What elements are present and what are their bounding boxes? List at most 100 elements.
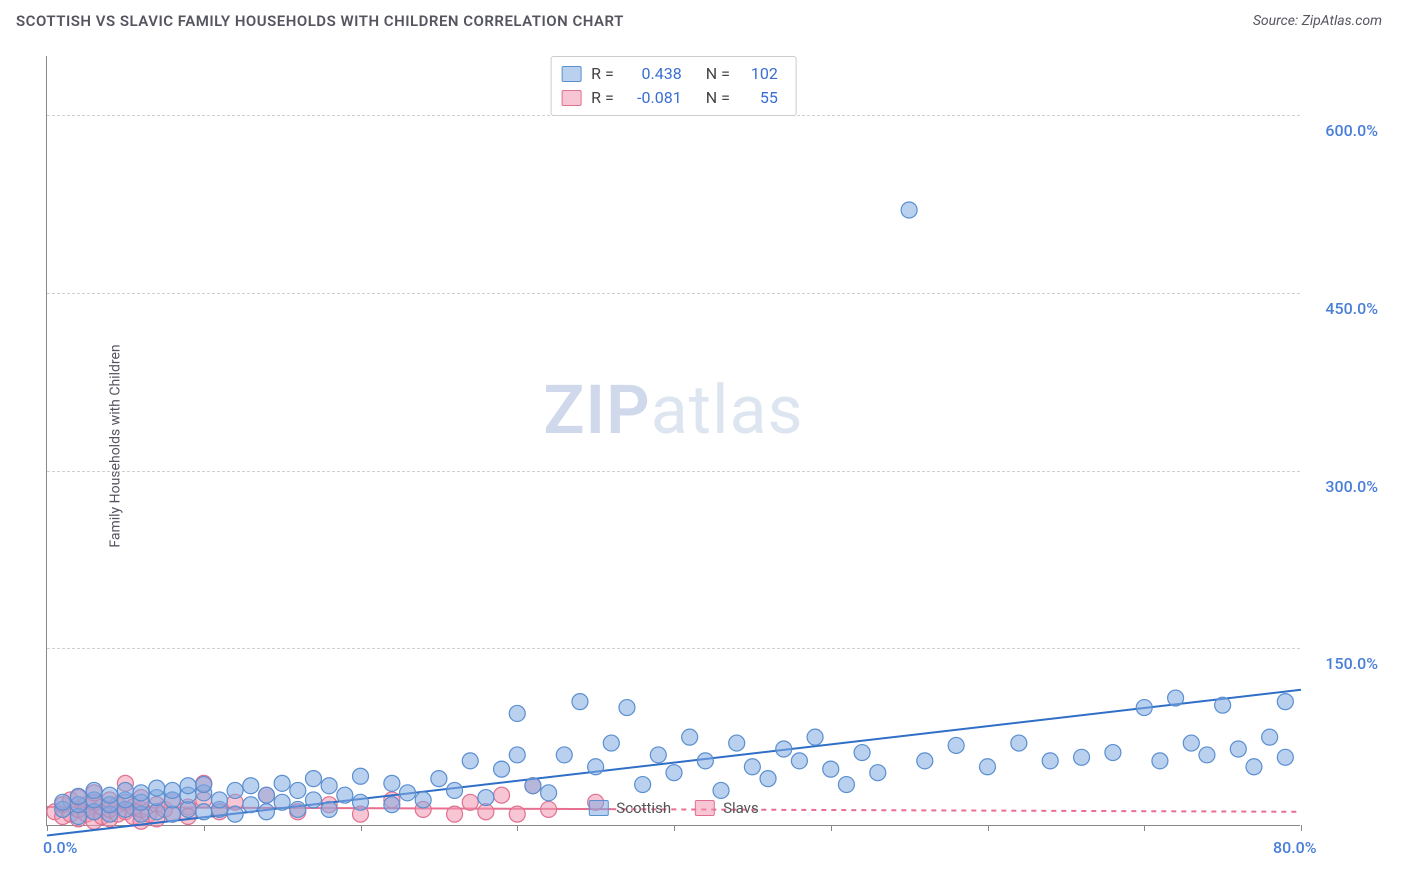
scottish-point: [102, 787, 118, 803]
scottish-point: [619, 700, 635, 716]
scottish-point: [337, 787, 353, 803]
x-tick-label: 80.0%: [1273, 838, 1317, 857]
scottish-point: [525, 778, 541, 794]
series-legend-item: Scottish: [588, 799, 671, 817]
series-legend-label: Slavs: [723, 799, 759, 817]
scottish-point: [353, 794, 369, 810]
y-tick-label: 450.0%: [1325, 299, 1378, 318]
legend-r-label: R =: [591, 86, 614, 110]
scottish-point: [854, 745, 870, 761]
scottish-point: [117, 782, 133, 798]
scottish-point: [258, 804, 274, 820]
scottish-point: [1262, 729, 1278, 745]
scottish-point: [305, 771, 321, 787]
legend-swatch: [561, 90, 581, 106]
scottish-point: [133, 785, 149, 801]
scottish-point: [776, 741, 792, 757]
scottish-point: [431, 771, 447, 787]
series-legend-item: Slavs: [695, 799, 759, 817]
slavs-point: [509, 806, 525, 822]
scottish-point: [321, 778, 337, 794]
scottish-point: [274, 794, 290, 810]
scottish-point: [243, 778, 259, 794]
chart-title: SCOTTISH VS SLAVIC FAMILY HOUSEHOLDS WIT…: [16, 12, 624, 30]
scottish-point: [447, 782, 463, 798]
series-legend-label: Scottish: [616, 799, 671, 817]
scottish-point: [384, 797, 400, 813]
x-tick: [831, 825, 832, 831]
scottish-point: [211, 792, 227, 808]
scottish-point: [760, 771, 776, 787]
legend-swatch: [561, 66, 581, 82]
scottish-point: [149, 804, 165, 820]
legend-n-label: N =: [706, 86, 730, 110]
x-tick: [988, 825, 989, 831]
scottish-point: [164, 782, 180, 798]
scottish-point: [274, 775, 290, 791]
scottish-point: [1074, 749, 1090, 765]
scottish-point: [55, 794, 71, 810]
x-tick: [517, 825, 518, 831]
scottish-point: [1011, 735, 1027, 751]
legend-row: R =0.438N =102: [561, 62, 782, 86]
scottish-point: [1199, 747, 1215, 763]
scottish-point: [86, 782, 102, 798]
scatter-svg: [47, 56, 1300, 825]
scottish-point: [697, 753, 713, 769]
source-attribution: Source: ZipAtlas.com: [1253, 13, 1382, 29]
scottish-point: [227, 806, 243, 822]
scottish-point: [70, 788, 86, 804]
scottish-point: [791, 753, 807, 769]
x-tick: [1301, 825, 1302, 831]
legend-n-label: N =: [706, 62, 730, 86]
y-tick-label: 150.0%: [1325, 654, 1378, 673]
chart-header: SCOTTISH VS SLAVIC FAMILY HOUSEHOLDS WIT…: [0, 0, 1406, 38]
scottish-point: [1105, 745, 1121, 761]
scottish-point: [838, 777, 854, 793]
scottish-point: [556, 747, 572, 763]
scottish-point: [666, 765, 682, 781]
scottish-point: [462, 753, 478, 769]
scottish-point: [1277, 749, 1293, 765]
scottish-point: [509, 747, 525, 763]
scottish-point: [635, 777, 651, 793]
scottish-point: [713, 782, 729, 798]
legend-r-value: -0.081: [628, 86, 682, 110]
scottish-point: [180, 801, 196, 817]
scottish-point: [1246, 759, 1262, 775]
scottish-point: [494, 761, 510, 777]
scottish-point: [823, 761, 839, 777]
scottish-point: [1136, 700, 1152, 716]
scottish-point: [180, 778, 196, 794]
slavs-point: [447, 806, 463, 822]
x-tick: [361, 825, 362, 831]
scottish-point: [196, 777, 212, 793]
scottish-point: [400, 785, 416, 801]
legend-n-value: 102: [744, 62, 778, 86]
scottish-point: [509, 705, 525, 721]
scottish-point: [1168, 690, 1184, 706]
scottish-point: [321, 801, 337, 817]
scottish-point: [572, 694, 588, 710]
scottish-point: [729, 735, 745, 751]
x-tick: [674, 825, 675, 831]
scottish-point: [227, 782, 243, 798]
slavs-point: [541, 801, 557, 817]
x-tick: [204, 825, 205, 831]
scottish-point: [196, 804, 212, 820]
scottish-point: [290, 782, 306, 798]
scottish-point: [258, 787, 274, 803]
scottish-point: [243, 797, 259, 813]
scottish-point: [603, 735, 619, 751]
scottish-point: [682, 729, 698, 745]
x-tick-label: 0.0%: [43, 838, 77, 857]
scottish-point: [149, 780, 165, 796]
scottish-point: [164, 806, 180, 822]
chart-plot-area: ZIPatlas R =0.438N =102R =-0.081N =55 Sc…: [46, 56, 1300, 826]
scottish-point: [1042, 753, 1058, 769]
scottish-point: [1215, 697, 1231, 713]
scottish-point: [478, 790, 494, 806]
scottish-point: [1277, 694, 1293, 710]
series-legend: Scottish Slavs: [588, 799, 758, 817]
scottish-point: [917, 753, 933, 769]
